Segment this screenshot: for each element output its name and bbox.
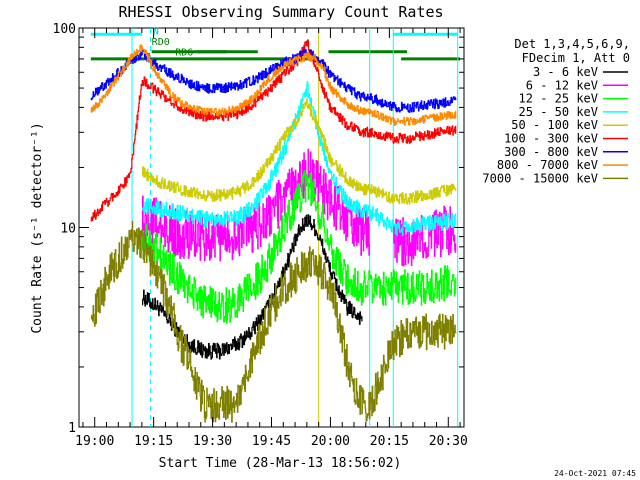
x-tick-label: 19:45: [252, 434, 291, 449]
series-line: [90, 39, 457, 222]
x-tick-label: 20:30: [429, 434, 468, 449]
footer-date: 24-Oct-2021 07:45: [554, 469, 636, 478]
legend-header: Det 1,3,4,5,6,9,: [514, 37, 630, 51]
series-line: [90, 44, 457, 126]
legend-entry-label: 50 - 100 keV: [511, 118, 598, 132]
series-line: [90, 220, 457, 423]
annotation-label: RD0: [152, 37, 170, 48]
y-tick-label: 10: [60, 222, 76, 237]
x-tick-label: 19:15: [134, 434, 173, 449]
series-line: [142, 98, 457, 205]
series-line: [142, 81, 457, 236]
x-tick-label: 19:00: [75, 434, 114, 449]
y-axis-label: Count Rate (s⁻¹ detector⁻¹): [30, 122, 45, 333]
legend-entry-label: 800 - 7000 keV: [497, 158, 598, 172]
axis-layer: 1 10 100 19:00 19:15 19:30 19:45 20:00 20:15 20:3…: [53, 22, 468, 449]
series-line: [142, 148, 457, 267]
legend: Det 1,3,4,5,6,9,FDecim 1, Att 03 - 6 keV…: [482, 37, 630, 185]
y-tick-label: 100: [53, 22, 76, 37]
annotation-label: RD6: [175, 47, 193, 58]
y-tick-label: 1: [68, 421, 76, 436]
legend-entry-label: 25 - 50 keV: [519, 105, 598, 119]
series-line: [142, 170, 457, 324]
series-line: [142, 214, 363, 360]
legend-entry-label: 7000 - 15000 keV: [482, 171, 598, 185]
legend-entry-label: 6 - 12 keV: [526, 78, 598, 92]
legend-entry-label: 3 - 6 keV: [533, 65, 598, 79]
series-layer: [90, 39, 457, 423]
annotation-label: N: [153, 26, 159, 37]
legend-header: FDecim 1, Att 0: [522, 51, 630, 65]
x-tick-label: 20:00: [311, 434, 350, 449]
legend-entry-label: 12 - 25 keV: [519, 92, 598, 106]
chart-title: RHESSI Observing Summary Count Rates: [118, 3, 443, 21]
x-tick-label: 19:30: [193, 434, 232, 449]
x-axis-label: Start Time (28-Mar-13 18:56:02): [159, 456, 402, 471]
legend-entry-label: 300 - 800 keV: [504, 145, 598, 159]
legend-entry-label: 100 - 300 keV: [504, 132, 598, 146]
x-tick-label: 20:15: [370, 434, 409, 449]
